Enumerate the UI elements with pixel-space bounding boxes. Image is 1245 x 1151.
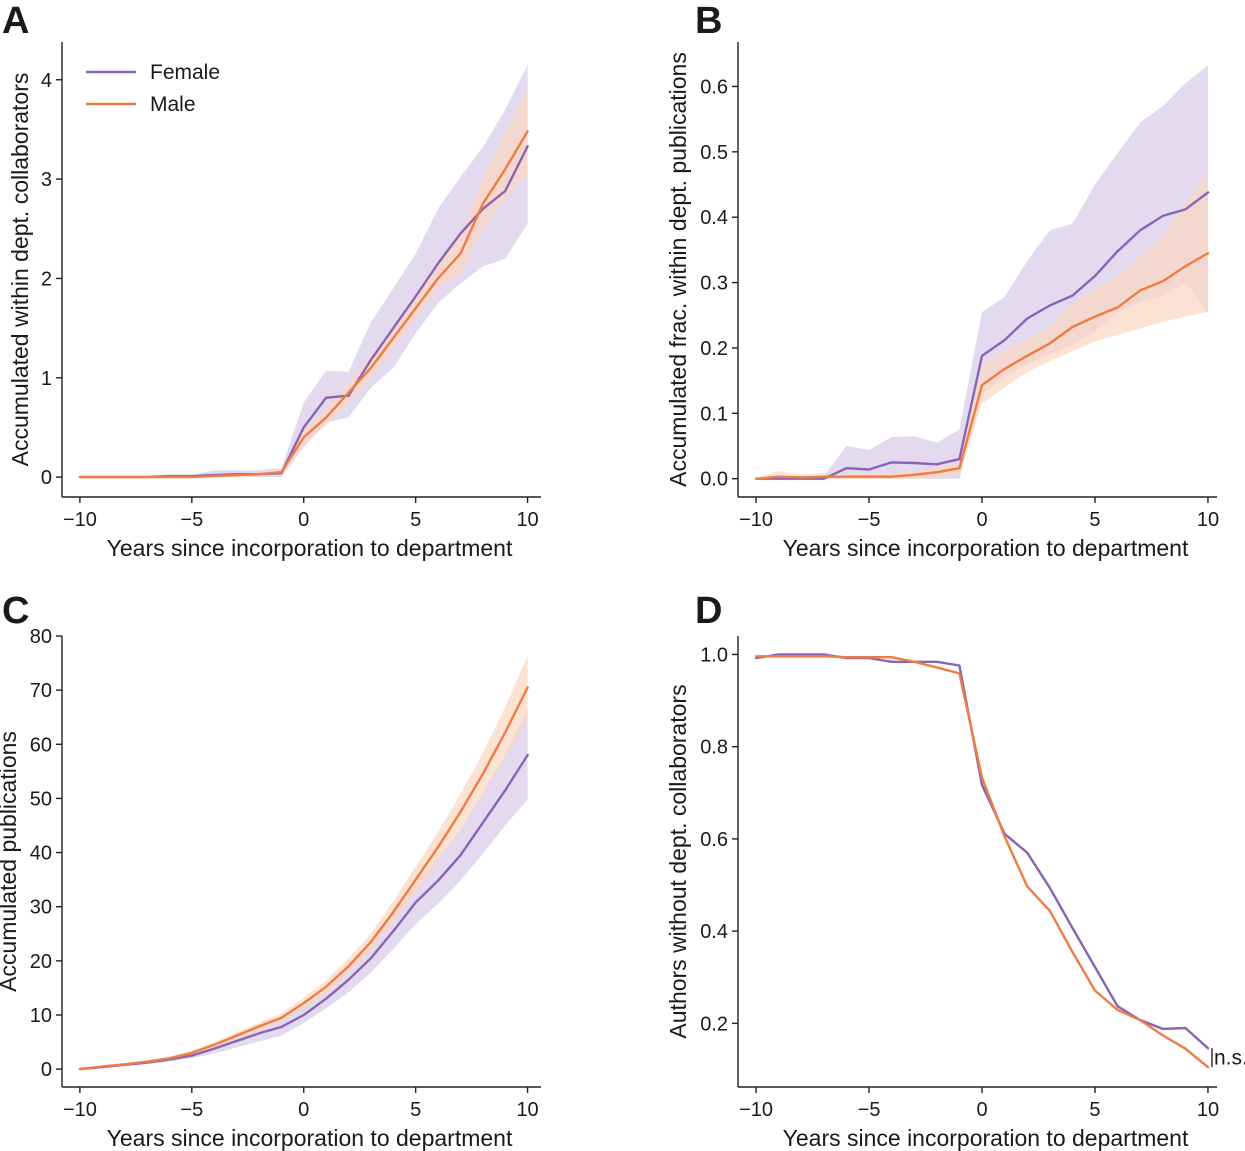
series-line-male-d <box>754 655 1210 1069</box>
x-axis-label-d: Years since incorporation to department <box>783 1125 1189 1151</box>
y-tick-label-c: 50 <box>30 788 52 810</box>
y-tick-label-d: 0.8 <box>700 737 728 759</box>
series-line-female-b <box>754 191 1210 480</box>
x-tick-label-d: 0 <box>976 1099 987 1121</box>
y-tick-label-c: 70 <box>30 680 52 702</box>
series-line-male-a <box>78 130 529 479</box>
annotation-label-d: n.s. <box>1214 1047 1245 1070</box>
series-line-female-d <box>754 653 1210 1050</box>
x-tick-label-b: 0 <box>976 509 987 531</box>
x-tick-label-c: −5 <box>180 1099 203 1121</box>
x-tick-label-c: 10 <box>516 1099 538 1121</box>
y-tick-label-c: 30 <box>30 897 52 919</box>
band-female-c <box>79 710 528 1070</box>
series-line-male-c <box>78 686 529 1071</box>
y-tick-label-c: 0 <box>41 1059 52 1081</box>
y-tick-label-c: 40 <box>30 843 52 865</box>
x-axis-label-b: Years since incorporation to department <box>783 535 1189 561</box>
y-tick-label-a: 4 <box>41 70 52 92</box>
legend: Female Male <box>86 61 220 116</box>
x-tick-label-d: −5 <box>858 1099 881 1121</box>
x-tick-label-c: −10 <box>63 1099 97 1121</box>
y-tick-label-a: 2 <box>41 268 52 290</box>
x-tick-label-b: −10 <box>739 509 773 531</box>
y-tick-label-d: 0.2 <box>700 1013 728 1035</box>
panel-c: −10 −5 0 5 10 0 10 20 30 40 50 60 70 80 Years since in… <box>0 626 541 1151</box>
x-tick-label-c: 0 <box>298 1099 309 1121</box>
y-axis-label-a: Accumulated within dept. collaborators <box>7 73 33 467</box>
y-tick-label-a: 1 <box>41 368 52 390</box>
band-male-b <box>756 171 1208 479</box>
band-female-b <box>756 65 1208 479</box>
y-tick-label-b: 0.6 <box>700 76 728 98</box>
x-tick-label-a: 5 <box>410 509 421 531</box>
x-tick-label-c: 5 <box>410 1099 421 1121</box>
x-axis-label-a: Years since incorporation to department <box>107 535 513 561</box>
x-tick-label-b: −5 <box>858 509 881 531</box>
y-tick-label-a: 0 <box>41 467 52 489</box>
panel-letter-a: A <box>2 0 29 42</box>
panel-letter-b: B <box>695 0 722 42</box>
y-tick-label-b: 0.5 <box>700 142 728 164</box>
y-tick-label-c: 10 <box>30 1005 52 1027</box>
series-line-male-b <box>754 251 1210 480</box>
y-tick-label-b: 0.3 <box>700 273 728 295</box>
y-tick-label-a: 3 <box>41 169 52 191</box>
legend-label-female: Female <box>150 61 220 84</box>
panel-a: −10 −5 0 5 10 0 1 2 3 4 Years since incorporation … <box>7 42 541 561</box>
y-axis-label-b: Accumulated frac. within dept. publicati… <box>665 52 691 487</box>
x-tick-label-b: 5 <box>1089 509 1100 531</box>
y-tick-label-d: 0.6 <box>700 829 728 851</box>
x-tick-label-d: −10 <box>739 1099 773 1121</box>
panel-b: −10 −5 0 5 10 0.0 0.1 0.2 0.3 0.4 0.5 0.6 Years sinc… <box>665 42 1219 561</box>
x-tick-label-a: −10 <box>63 509 97 531</box>
y-tick-label-c: 60 <box>30 734 52 756</box>
legend-label-male: Male <box>150 93 196 116</box>
y-tick-label-c: 80 <box>30 626 52 648</box>
y-axis-label-d: Authors without dept. collaborators <box>665 684 691 1038</box>
panel-letter-d: D <box>695 590 722 632</box>
y-axis-label-c: Accumulated publications <box>0 731 21 992</box>
x-tick-label-d: 5 <box>1089 1099 1100 1121</box>
x-axis-label-c: Years since incorporation to department <box>107 1125 513 1151</box>
y-tick-label-b: 0.1 <box>700 403 728 425</box>
panel-d: −10 −5 0 5 10 0.2 0.4 0.6 0.8 1.0 Years since inco… <box>665 636 1245 1151</box>
x-tick-label-a: −5 <box>180 509 203 531</box>
band-male-a <box>79 87 528 478</box>
x-tick-label-b: 10 <box>1197 509 1219 531</box>
x-tick-label-d: 10 <box>1197 1099 1219 1121</box>
y-tick-label-b: 0.0 <box>700 469 728 491</box>
y-tick-label-b: 0.4 <box>700 207 728 229</box>
x-tick-label-a: 10 <box>516 509 538 531</box>
x-tick-label-a: 0 <box>298 509 309 531</box>
y-tick-label-d: 1.0 <box>700 644 728 666</box>
y-tick-label-b: 0.2 <box>700 338 728 360</box>
y-tick-label-d: 0.4 <box>700 921 728 943</box>
y-tick-label-c: 20 <box>30 951 52 973</box>
panel-letter-c: C <box>2 590 29 632</box>
